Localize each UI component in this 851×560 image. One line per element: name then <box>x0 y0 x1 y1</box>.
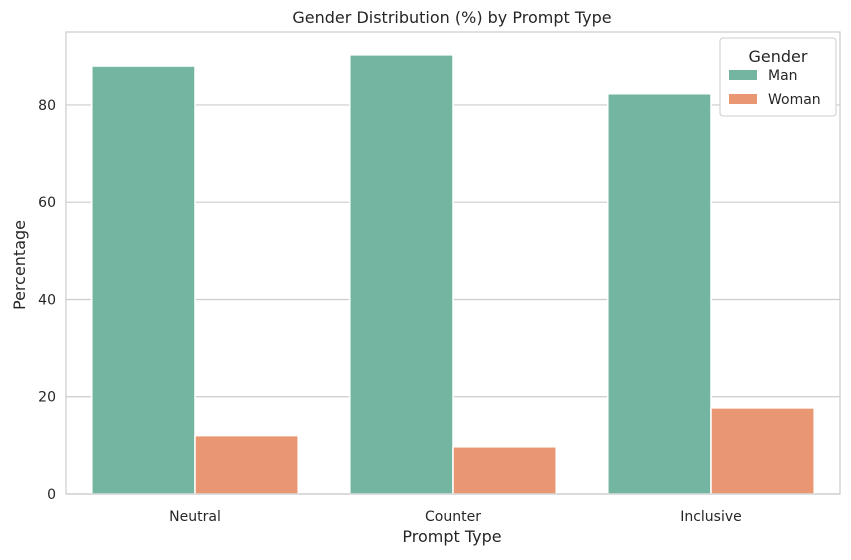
y-tick-label: 40 <box>38 292 56 308</box>
bar-man-inclusive <box>607 93 712 495</box>
y-axis-label: Percentage <box>10 220 29 310</box>
x-tick-labels: Neutral Counter Inclusive <box>169 509 742 525</box>
legend-label-man: Man <box>768 68 798 84</box>
x-tick-label-counter: Counter <box>425 509 481 525</box>
bar-woman-neutral <box>194 434 299 495</box>
x-axis-label: Prompt Type <box>402 527 501 546</box>
legend-swatch-man <box>729 70 757 80</box>
plot-frame <box>65 31 841 495</box>
y-tick-label: 0 <box>47 487 56 503</box>
bars <box>91 54 815 495</box>
y-tick-label: 20 <box>38 390 56 406</box>
bar-woman-counter <box>452 446 557 495</box>
legend-items: Man Woman <box>729 68 821 108</box>
bar-man-counter <box>349 54 454 495</box>
axes <box>65 31 841 495</box>
legend-swatch-woman <box>729 94 757 104</box>
bar-man-neutral <box>91 65 196 495</box>
legend: Gender Man Woman <box>719 37 837 117</box>
x-tick-label-inclusive: Inclusive <box>680 509 742 525</box>
y-tick-label: 80 <box>38 98 56 114</box>
y-tick-labels: 0 20 40 60 80 <box>38 98 56 503</box>
x-tick-label-neutral: Neutral <box>169 509 221 525</box>
y-tick-label: 60 <box>38 195 56 211</box>
legend-label-woman: Woman <box>768 92 821 108</box>
bar-woman-inclusive <box>710 407 815 495</box>
chart-title: Gender Distribution (%) by Prompt Type <box>292 8 611 27</box>
legend-title: Gender <box>749 47 808 66</box>
